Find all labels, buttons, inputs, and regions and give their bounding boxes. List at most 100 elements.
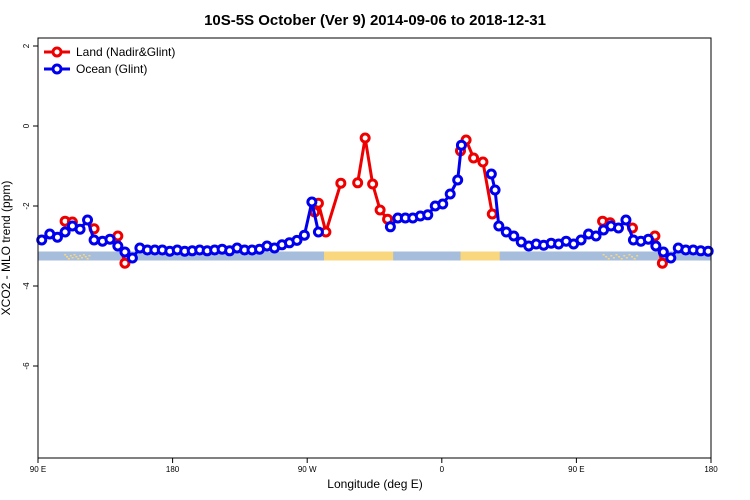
island-dot [636,255,639,257]
island-dot [79,255,82,257]
series-ocean-point-71 [642,233,654,245]
series-land-point-8 [335,177,347,189]
series-ocean-point-37 [312,226,324,238]
island-dot [623,255,626,257]
series-ocean-point-9 [104,233,116,245]
series-ocean-point-74 [665,252,677,264]
legend-land-label: Land (Nadir&Glint) [76,45,175,59]
series-land-point-23 [656,257,668,269]
series-ocean-point-12 [126,252,138,264]
island-dot [77,258,80,260]
x-tick-label-3: 0 [440,465,445,474]
series-ocean-point-68 [620,214,632,226]
series-ocean-point-2 [51,231,63,243]
axes: 90 E 180 90 W 0 90 E 180 2 0 -2 -4 -6 [22,43,718,474]
series-ocean-point-50 [489,184,501,196]
series-ocean-point-49 [485,168,497,180]
series-ocean-point-67 [612,222,624,234]
legend-ocean-label: Ocean (Glint) [76,62,147,76]
island-dot [88,255,91,257]
island-dot [67,258,70,260]
y-axis-label: XCO2 - MLO trend (ppm) [0,181,13,316]
island-dot [71,257,74,259]
series-ocean-point-35 [298,229,310,241]
land-ocean-band [38,251,711,261]
series-ocean-point-7 [88,234,100,246]
island-dot [607,258,610,260]
series-land-point-9 [352,177,364,189]
island-dot [610,255,613,257]
series-ocean-point-62 [575,234,587,246]
island-dot [69,255,72,257]
island-dot [628,254,631,256]
series-ocean-point-11 [119,246,131,258]
land-segment-1 [460,251,500,261]
series-land-point-16 [468,152,480,164]
y-tick-label-4: -6 [22,362,31,370]
plot-frame [37,37,712,459]
island-dot [615,254,618,256]
island-dot [618,256,621,258]
island-cluster-1 [602,254,639,260]
island-dot [86,258,89,260]
series-ocean-point-3 [59,226,71,238]
series-ocean-point-72 [650,240,662,252]
island-dot [80,257,83,259]
island-dot [82,254,85,256]
x-tick-label-2: 90 W [298,465,317,474]
series-ocean-point-79 [702,245,714,257]
series-land-point-18 [486,208,498,220]
series-ocean-point-0 [36,234,48,246]
legend-ocean-marker [51,63,63,75]
series-ocean-point-51 [493,220,505,232]
y-tick-label-0: 2 [22,43,31,48]
series-ocean [36,139,714,264]
series-land-point-11 [367,178,379,190]
chart-title: 10S-5S October (Ver 9) 2014-09-06 to 201… [204,12,546,29]
series-land-point-10 [359,132,371,144]
island-cluster-0 [64,254,91,260]
series-ocean-point-6 [82,214,94,226]
x-tick-label-1: 180 [166,465,180,474]
island-dot [633,258,636,260]
series-ocean-point-45 [437,198,449,210]
y-tick-label-2: -2 [22,202,31,210]
series-ocean-point-73 [657,246,669,258]
series-ocean-point-46 [444,188,456,200]
legend-land-marker [51,46,63,58]
series-land-point-12 [374,204,386,216]
series-ocean-point-5 [74,223,86,235]
island-dot [620,258,623,260]
x-axis-label: Longitude (deg E) [327,477,422,491]
series-layer [36,132,714,269]
island-dot [64,254,67,256]
series-ocean-point-48 [455,139,467,151]
series-land-point-17 [477,156,489,168]
island-dot [625,257,628,259]
series-ocean-point-34 [291,234,303,246]
series-ocean-point-10 [112,240,124,252]
land-segment-0 [324,251,394,261]
y-tick-label-1: 0 [22,123,31,128]
island-dot [612,257,615,259]
island-dot [73,254,76,256]
y-tick-label-3: -4 [22,282,31,290]
series-ocean-point-53 [508,230,520,242]
island-dot [75,256,78,258]
island-dot [602,254,605,256]
island-dot [66,256,69,258]
series-ocean-point-47 [452,174,464,186]
x-tick-label-4: 90 E [568,465,584,474]
series-ocean-point-43 [422,209,434,221]
legend: Land (Nadir&Glint) Ocean (Glint) [44,45,175,76]
x-tick-label-0: 90 E [30,465,46,474]
series-ocean-point-36 [306,196,318,208]
island-dot [631,256,634,258]
x-tick-label-5: 180 [704,465,718,474]
island-dot [605,256,608,258]
series-ocean-point-38 [384,221,396,233]
island-dot [84,256,87,258]
series-land-point-4 [119,257,131,269]
series-ocean-point-64 [590,230,602,242]
